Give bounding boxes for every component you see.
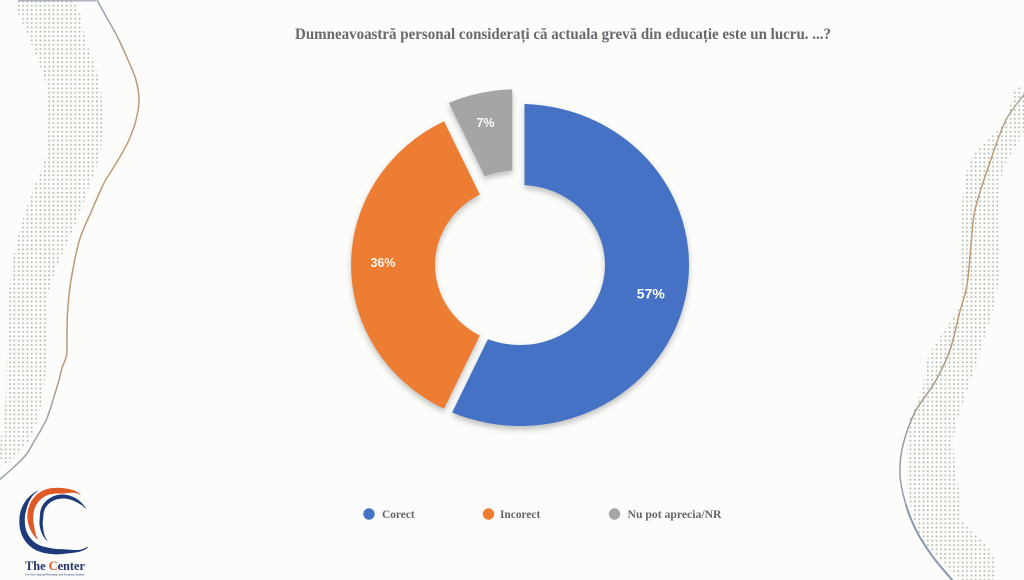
svg-text:For Non-national Research and: For Non-national Research and Analytics …: [26, 573, 85, 577]
svg-text:Dumneavoastră personal conside: Dumneavoastră personal considerați că ac…: [295, 26, 831, 44]
svg-text:The Center: The Center: [25, 558, 85, 573]
svg-text:57%: 57%: [637, 286, 666, 302]
svg-text:7%: 7%: [476, 116, 494, 130]
svg-text:Corect: Corect: [382, 509, 415, 521]
svg-text:36%: 36%: [370, 256, 395, 270]
svg-text:Incorect: Incorect: [500, 509, 540, 521]
svg-text:Nu pot aprecia/NR: Nu pot aprecia/NR: [628, 509, 723, 521]
